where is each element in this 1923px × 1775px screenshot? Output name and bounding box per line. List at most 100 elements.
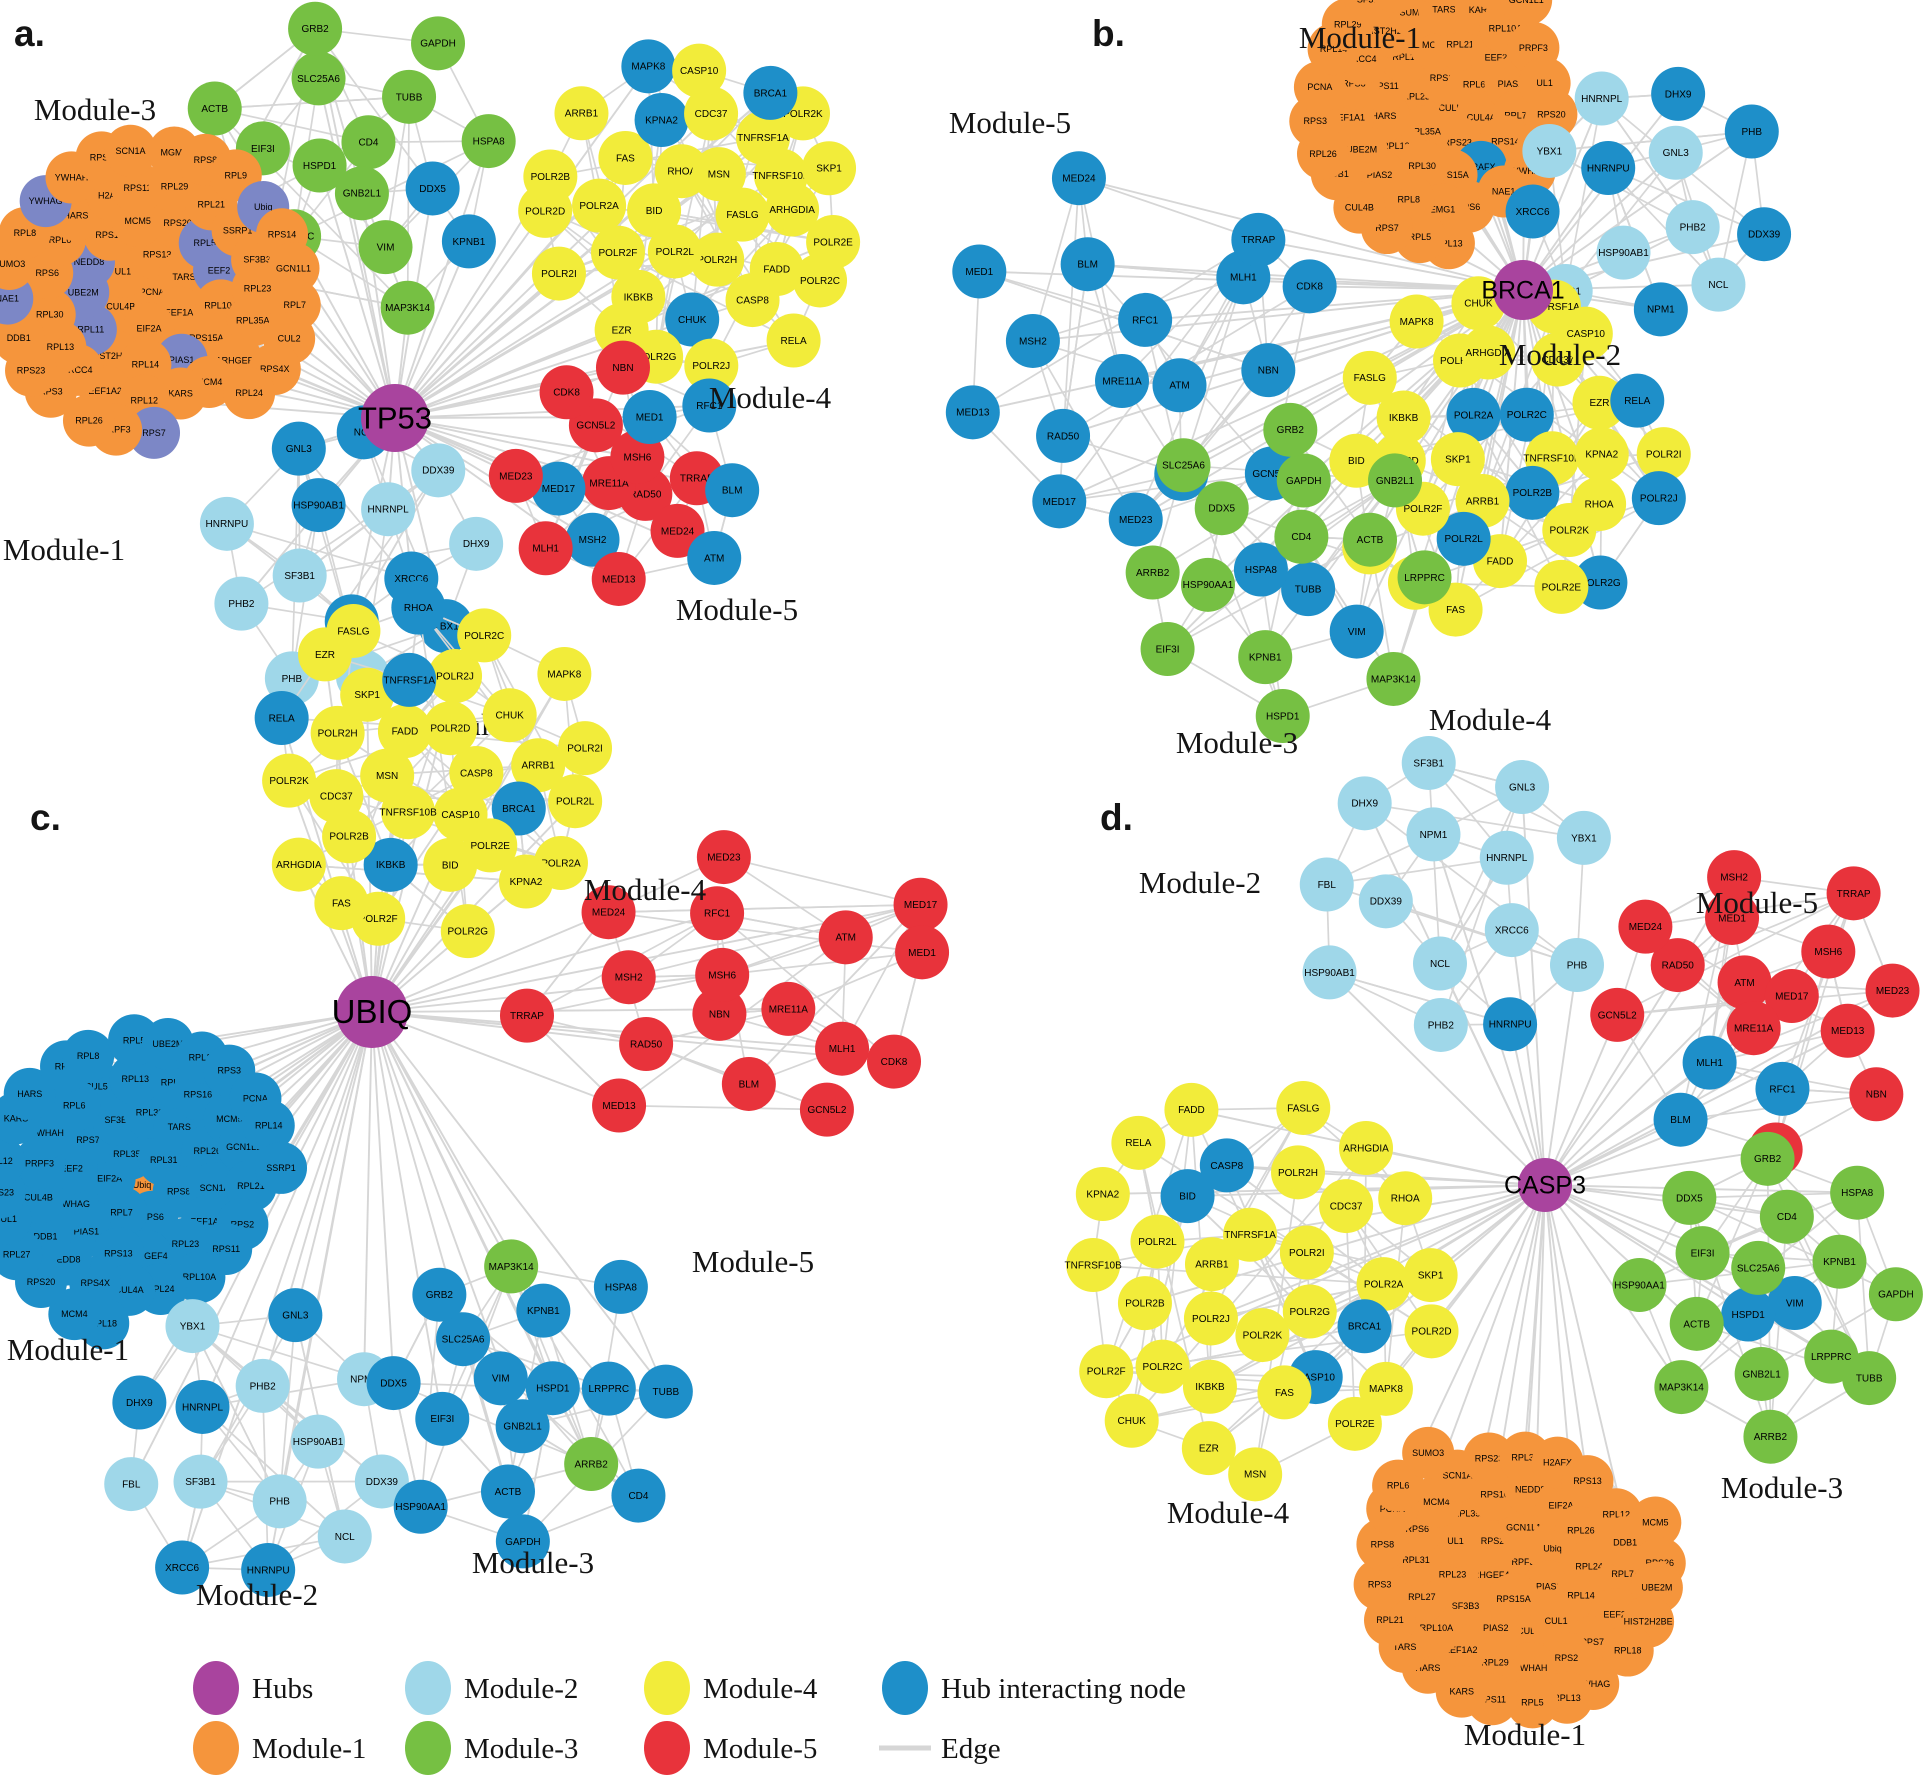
labels-layer: Module-4 Module-5 Module-1 Module-2 Module-3… [7, 797, 814, 1612]
node-DDX5 [1662, 1170, 1717, 1225]
node-label-RPL23: RPL23 [244, 284, 272, 294]
node-label-POLR2C: POLR2C [464, 631, 504, 642]
legend-item-module-5: Module-5 [644, 1721, 817, 1775]
node-label-RHOA: RHOA [404, 603, 433, 614]
node-MED17 [531, 461, 586, 516]
node-label-ARHGEF4: ARHGEF4 [1467, 1570, 1510, 1580]
node-label-BLM: BLM [1077, 260, 1098, 271]
node-label-SSRP1: SSRP1 [266, 1163, 296, 1173]
node-label-RPL12: RPL12 [0, 1156, 13, 1166]
node-MED17 [1032, 474, 1087, 529]
node-label-PHB2: PHB2 [250, 1381, 277, 1392]
node-label-RPL10A: RPL10A [183, 1272, 217, 1282]
node-label-HARS: HARS [17, 1089, 42, 1099]
node-label-UL1: UL1 [1447, 1536, 1464, 1546]
node-DHX9 [1337, 776, 1392, 831]
node-label-POLR2L: POLR2L [556, 797, 595, 808]
node-label-RPL13: RPL13 [122, 1074, 150, 1084]
node-label-RPL6: RPL6 [1387, 1481, 1410, 1491]
node-label-NPM1: NPM1 [350, 1375, 378, 1386]
node-label-POLR2K: POLR2K [1550, 525, 1590, 536]
node-BRCA1 [743, 65, 798, 120]
node-label-RFC1: RFC1 [704, 909, 731, 920]
node-MED17 [1764, 969, 1819, 1024]
node-label-TUBB: TUBB [1856, 1373, 1883, 1384]
node-label-HSP90AA1: HSP90AA1 [1614, 1280, 1665, 1291]
node-label-FASLG: FASLG [337, 626, 369, 637]
node-HSPD1 [525, 1361, 580, 1416]
node-label-MGMT: MGMT [160, 148, 188, 158]
module-label-Module-1: Module-1 [3, 532, 125, 567]
node-label-RPL27: RPL27 [1408, 1592, 1436, 1602]
node-label-H2AFX: H2AFX [1466, 162, 1495, 172]
module-label-Module-5: Module-5 [1696, 885, 1818, 920]
node-POLR2B [1117, 1276, 1172, 1331]
module-label-Module-5: Module-5 [676, 592, 798, 627]
node-label-DDB1: DDB1 [34, 1232, 58, 1242]
node-GNB2L1 [495, 1399, 550, 1454]
node-HSP90AB1 [1302, 945, 1357, 1000]
node-label-FBL: FBL [122, 1479, 141, 1490]
node-label-CDK8: CDK8 [1296, 282, 1323, 293]
node-label-RPS6: RPS6 [1457, 202, 1481, 212]
node-label-VIM: VIM [377, 243, 395, 254]
node-label-GNL3: GNL3 [1663, 148, 1690, 159]
module-label-Module-4: Module-4 [709, 380, 832, 415]
hub-edge [1510, 929, 1546, 1186]
node-label-MED1: MED1 [965, 267, 993, 278]
node-label-RAD50: RAD50 [630, 1039, 663, 1050]
node-POLR2J [684, 338, 739, 393]
node-label-EEF1A2: EEF1A2 [190, 1216, 224, 1226]
node-label-KARS: KARS [1469, 5, 1494, 15]
node-POLR2H [690, 232, 745, 287]
node-label-RPS15A: RPS15A [1434, 170, 1469, 180]
node-label-RPL13: RPL13 [1553, 1693, 1581, 1703]
node-label-CUL1: CUL1 [0, 1214, 17, 1224]
node-label-POLR2F: POLR2F [1404, 504, 1443, 515]
node-label-RPS3: RPS3 [1368, 1580, 1392, 1590]
node-label-NBN: NBN [709, 1009, 730, 1020]
module-label-Module-3: Module-3 [472, 1545, 594, 1580]
node-NBN [692, 986, 747, 1041]
node-label-PRPF3: PRPF3 [25, 1158, 54, 1168]
node-RAD50 [1036, 408, 1091, 463]
node-label-CD4: CD4 [358, 138, 378, 149]
hub-edge [1058, 289, 1524, 503]
node-label-ARHGDIA: ARHGDIA [276, 860, 322, 871]
node-label-RPL23: RPL23 [1439, 1569, 1467, 1579]
node-POLR2K [1235, 1308, 1290, 1363]
node-label-POLR2L: POLR2L [656, 247, 695, 258]
node-label-RPL21: RPL21 [237, 1181, 265, 1191]
node-MSH6 [695, 947, 750, 1002]
node-label-SUMO3: SUMO3 [0, 259, 25, 269]
hub-edge [294, 1011, 373, 1316]
node-label-ATM: ATM [836, 933, 856, 944]
node-label-NCL: NCL [1430, 959, 1450, 970]
node-POLR2B [523, 149, 578, 204]
node-MRE11A [1726, 1001, 1781, 1056]
node-label-RPS23: RPS23 [1443, 137, 1472, 147]
hub-edge [1105, 1184, 1546, 1373]
node-label-PCNA: PCNA [1307, 82, 1332, 92]
node-EIF3I [1675, 1226, 1730, 1281]
node-label-ARRB1: ARRB1 [1195, 1260, 1229, 1271]
node-DDX39 [411, 443, 466, 498]
node-label-FADD: FADD [392, 727, 419, 738]
node-label-NPM1: NPM1 [1420, 830, 1448, 841]
node-label-BLM: BLM [722, 486, 743, 497]
module-label-Module-4: Module-4 [1167, 1495, 1290, 1530]
node-KPNB1 [1812, 1234, 1867, 1289]
edge [1364, 802, 1585, 839]
node-label-CDC37: CDC37 [1541, 355, 1574, 366]
node-label-POLR2K: POLR2K [1243, 1330, 1283, 1341]
node-label-SF3B1: SF3B1 [185, 1477, 216, 1488]
node-label-RFC1: RFC1 [1769, 1084, 1796, 1095]
edge [299, 542, 477, 577]
node-POLR2I [1279, 1225, 1334, 1280]
panel-letter-a: a. [14, 13, 45, 54]
node-LRPPRC [581, 1361, 636, 1416]
node-GRB2 [1740, 1131, 1795, 1186]
node-label-UL1: UL1 [1536, 78, 1553, 88]
node-label-RPS2: RPS2 [90, 152, 114, 162]
